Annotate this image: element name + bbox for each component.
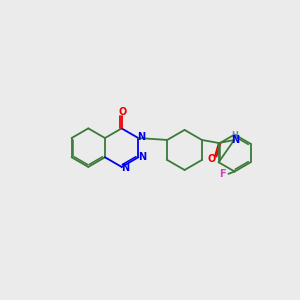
Text: O: O	[118, 107, 127, 117]
Text: H: H	[232, 131, 238, 140]
Text: N: N	[121, 163, 129, 173]
Text: F: F	[219, 169, 226, 179]
Text: N: N	[137, 132, 146, 142]
Text: N: N	[231, 135, 239, 145]
Text: O: O	[208, 154, 216, 164]
Text: N: N	[138, 152, 146, 162]
